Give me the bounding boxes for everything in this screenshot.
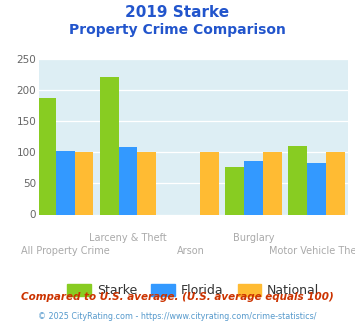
Bar xyxy=(56,151,75,214)
Legend: Starke, Florida, National: Starke, Florida, National xyxy=(63,279,324,302)
Bar xyxy=(37,98,56,214)
Bar xyxy=(326,152,345,214)
Bar xyxy=(288,146,307,214)
Bar xyxy=(100,77,119,214)
Bar xyxy=(200,152,219,214)
Bar xyxy=(225,167,244,214)
Text: Arson: Arson xyxy=(177,246,205,256)
Bar xyxy=(119,148,137,214)
Bar xyxy=(137,152,156,214)
Text: Property Crime Comparison: Property Crime Comparison xyxy=(69,23,286,37)
Text: Motor Vehicle Theft: Motor Vehicle Theft xyxy=(269,246,355,256)
Text: All Property Crime: All Property Crime xyxy=(21,246,110,256)
Text: Burglary: Burglary xyxy=(233,233,274,243)
Text: 2019 Starke: 2019 Starke xyxy=(125,5,230,20)
Bar xyxy=(75,152,93,214)
Text: © 2025 CityRating.com - https://www.cityrating.com/crime-statistics/: © 2025 CityRating.com - https://www.city… xyxy=(38,312,317,321)
Bar xyxy=(307,163,326,215)
Bar xyxy=(244,160,263,214)
Bar xyxy=(263,152,282,214)
Text: Compared to U.S. average. (U.S. average equals 100): Compared to U.S. average. (U.S. average … xyxy=(21,292,334,302)
Text: Larceny & Theft: Larceny & Theft xyxy=(89,233,167,243)
